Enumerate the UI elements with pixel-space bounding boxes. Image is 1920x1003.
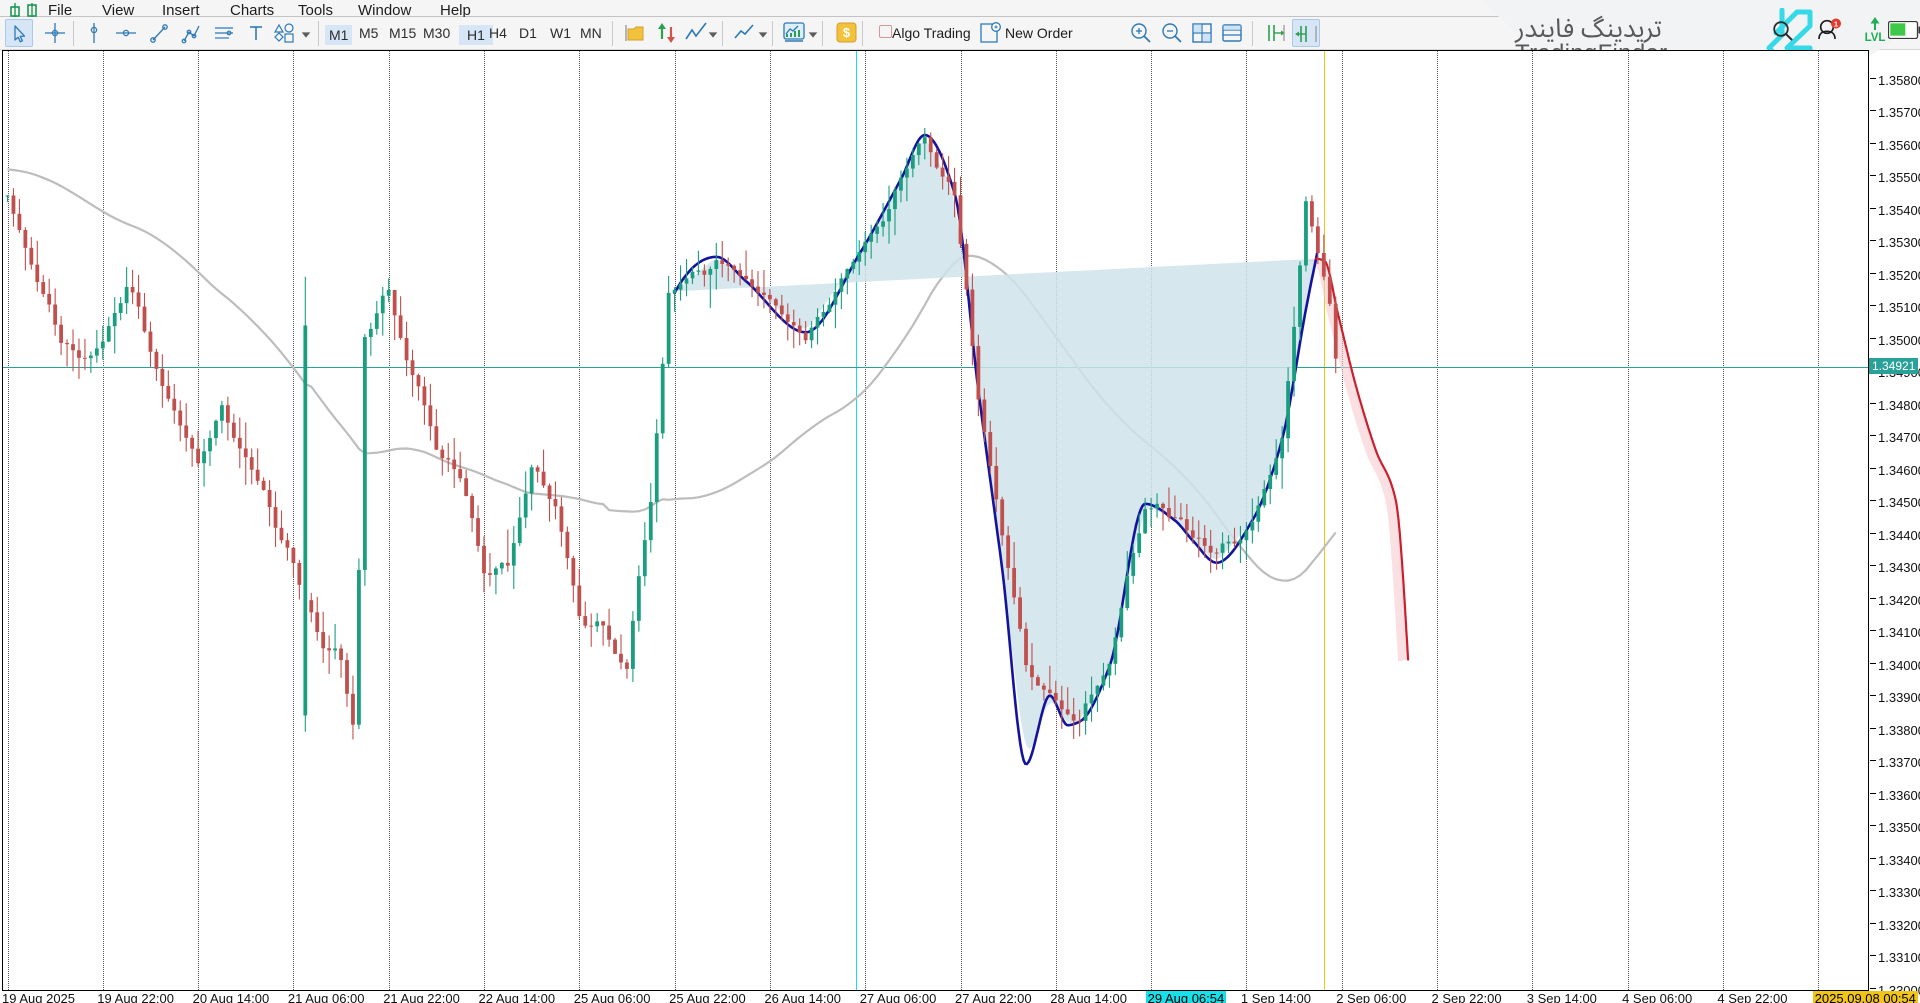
svg-text:$: $	[843, 25, 851, 40]
svg-text:LVL: LVL	[1865, 32, 1886, 44]
svg-text:1: 1	[1834, 20, 1838, 29]
